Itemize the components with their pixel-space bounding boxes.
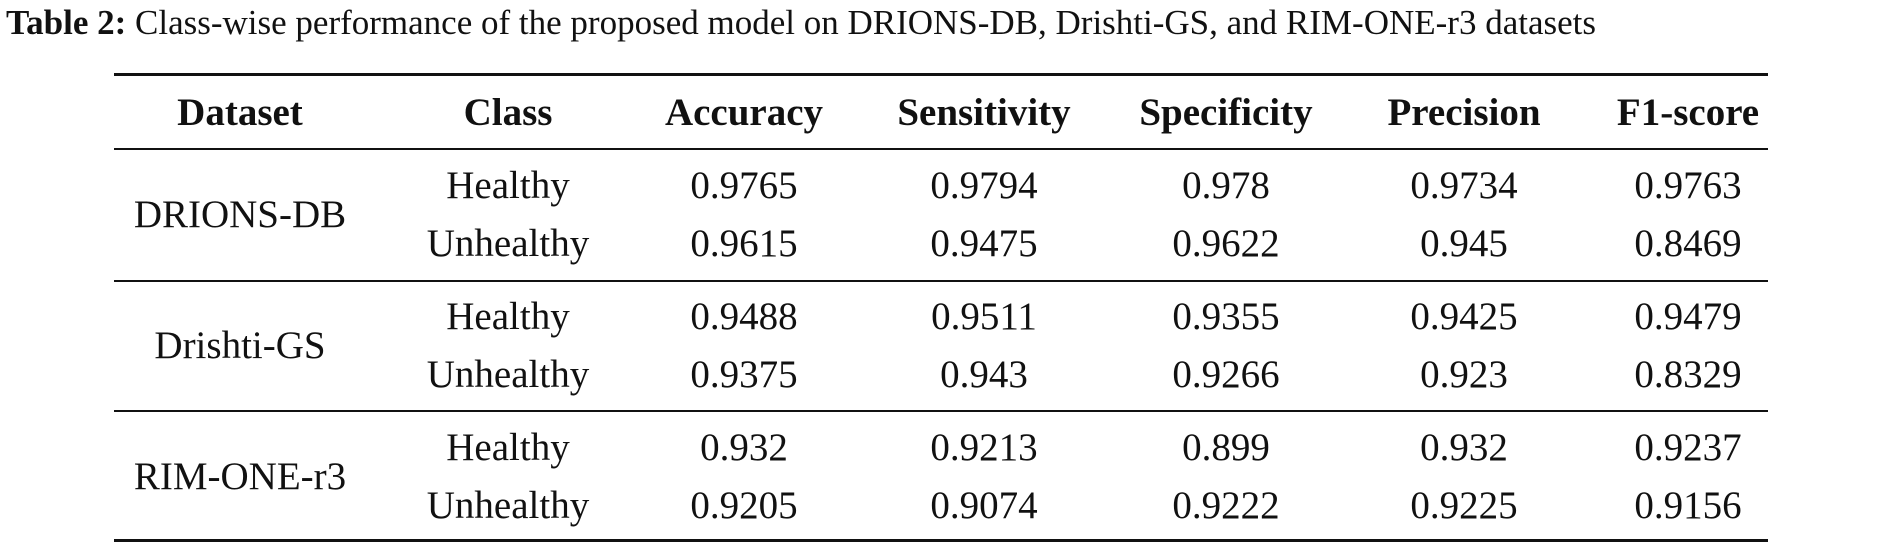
metric-value-cell: 0.8469 [1634, 222, 1742, 265]
metric-value-cell: 0.9355 [1172, 295, 1280, 338]
class-cell: Unhealthy [426, 222, 590, 265]
table-header-rule [114, 148, 1768, 150]
dataset-name-cell: Drishti-GS [154, 324, 326, 367]
dataset-name-cell: DRIONS-DB [133, 193, 347, 236]
metric-value-cell: 0.932 [700, 426, 788, 469]
metric-value-cell: 0.923 [1420, 353, 1508, 396]
metric-value-cell: 0.9511 [931, 295, 1037, 338]
header-dataset: Dataset [177, 91, 303, 134]
class-cell: Unhealthy [426, 353, 590, 396]
metric-value-cell: 0.9794 [930, 164, 1038, 207]
metric-value-cell: 0.9213 [930, 426, 1038, 469]
metric-value-cell: 0.9222 [1172, 484, 1280, 527]
class-cell: Unhealthy [426, 484, 590, 527]
dataset-name-cell: RIM-ONE-r3 [133, 455, 347, 498]
table-group-separator [114, 410, 1768, 412]
class-cell: Healthy [446, 295, 570, 338]
metric-value-cell: 0.9237 [1634, 426, 1742, 469]
metric-value-cell: 0.943 [940, 353, 1028, 396]
metric-value-cell: 0.9375 [690, 353, 798, 396]
metric-value-cell: 0.9266 [1172, 353, 1280, 396]
metric-value-cell: 0.978 [1182, 164, 1270, 207]
table-top-rule [114, 73, 1768, 76]
metric-value-cell: 0.9765 [690, 164, 798, 207]
metric-value-cell: 0.9479 [1634, 295, 1742, 338]
metric-value-cell: 0.8329 [1634, 353, 1742, 396]
metric-value-cell: 0.9622 [1172, 222, 1280, 265]
metric-value-cell: 0.9734 [1410, 164, 1518, 207]
class-cell: Healthy [446, 426, 570, 469]
metric-value-cell: 0.9425 [1410, 295, 1518, 338]
table-bottom-rule [114, 539, 1768, 542]
header-precision: Precision [1387, 91, 1541, 134]
header-f1-score: F1-score [1616, 91, 1760, 134]
metric-value-cell: 0.9225 [1410, 484, 1518, 527]
header-sensitivity: Sensitivity [897, 91, 1071, 134]
header-specificity: Specificity [1139, 91, 1313, 134]
metric-value-cell: 0.9488 [690, 295, 798, 338]
metric-value-cell: 0.9475 [930, 222, 1038, 265]
table-caption: Table 2: Class-wise performance of the p… [6, 0, 1880, 46]
caption-label: Table 2: [6, 3, 127, 42]
metric-value-cell: 0.9615 [690, 222, 798, 265]
metric-value-cell: 0.9156 [1634, 484, 1742, 527]
caption-text: Class-wise performance of the proposed m… [135, 3, 1596, 42]
class-cell: Healthy [446, 164, 570, 207]
header-class: Class [463, 91, 553, 134]
metric-value-cell: 0.899 [1182, 426, 1270, 469]
metric-value-cell: 0.9763 [1634, 164, 1742, 207]
metric-value-cell: 0.932 [1420, 426, 1508, 469]
header-accuracy: Accuracy [664, 91, 824, 134]
table-group-separator [114, 280, 1768, 282]
metric-value-cell: 0.945 [1420, 222, 1508, 265]
metric-value-cell: 0.9205 [690, 484, 798, 527]
metric-value-cell: 0.9074 [930, 484, 1038, 527]
